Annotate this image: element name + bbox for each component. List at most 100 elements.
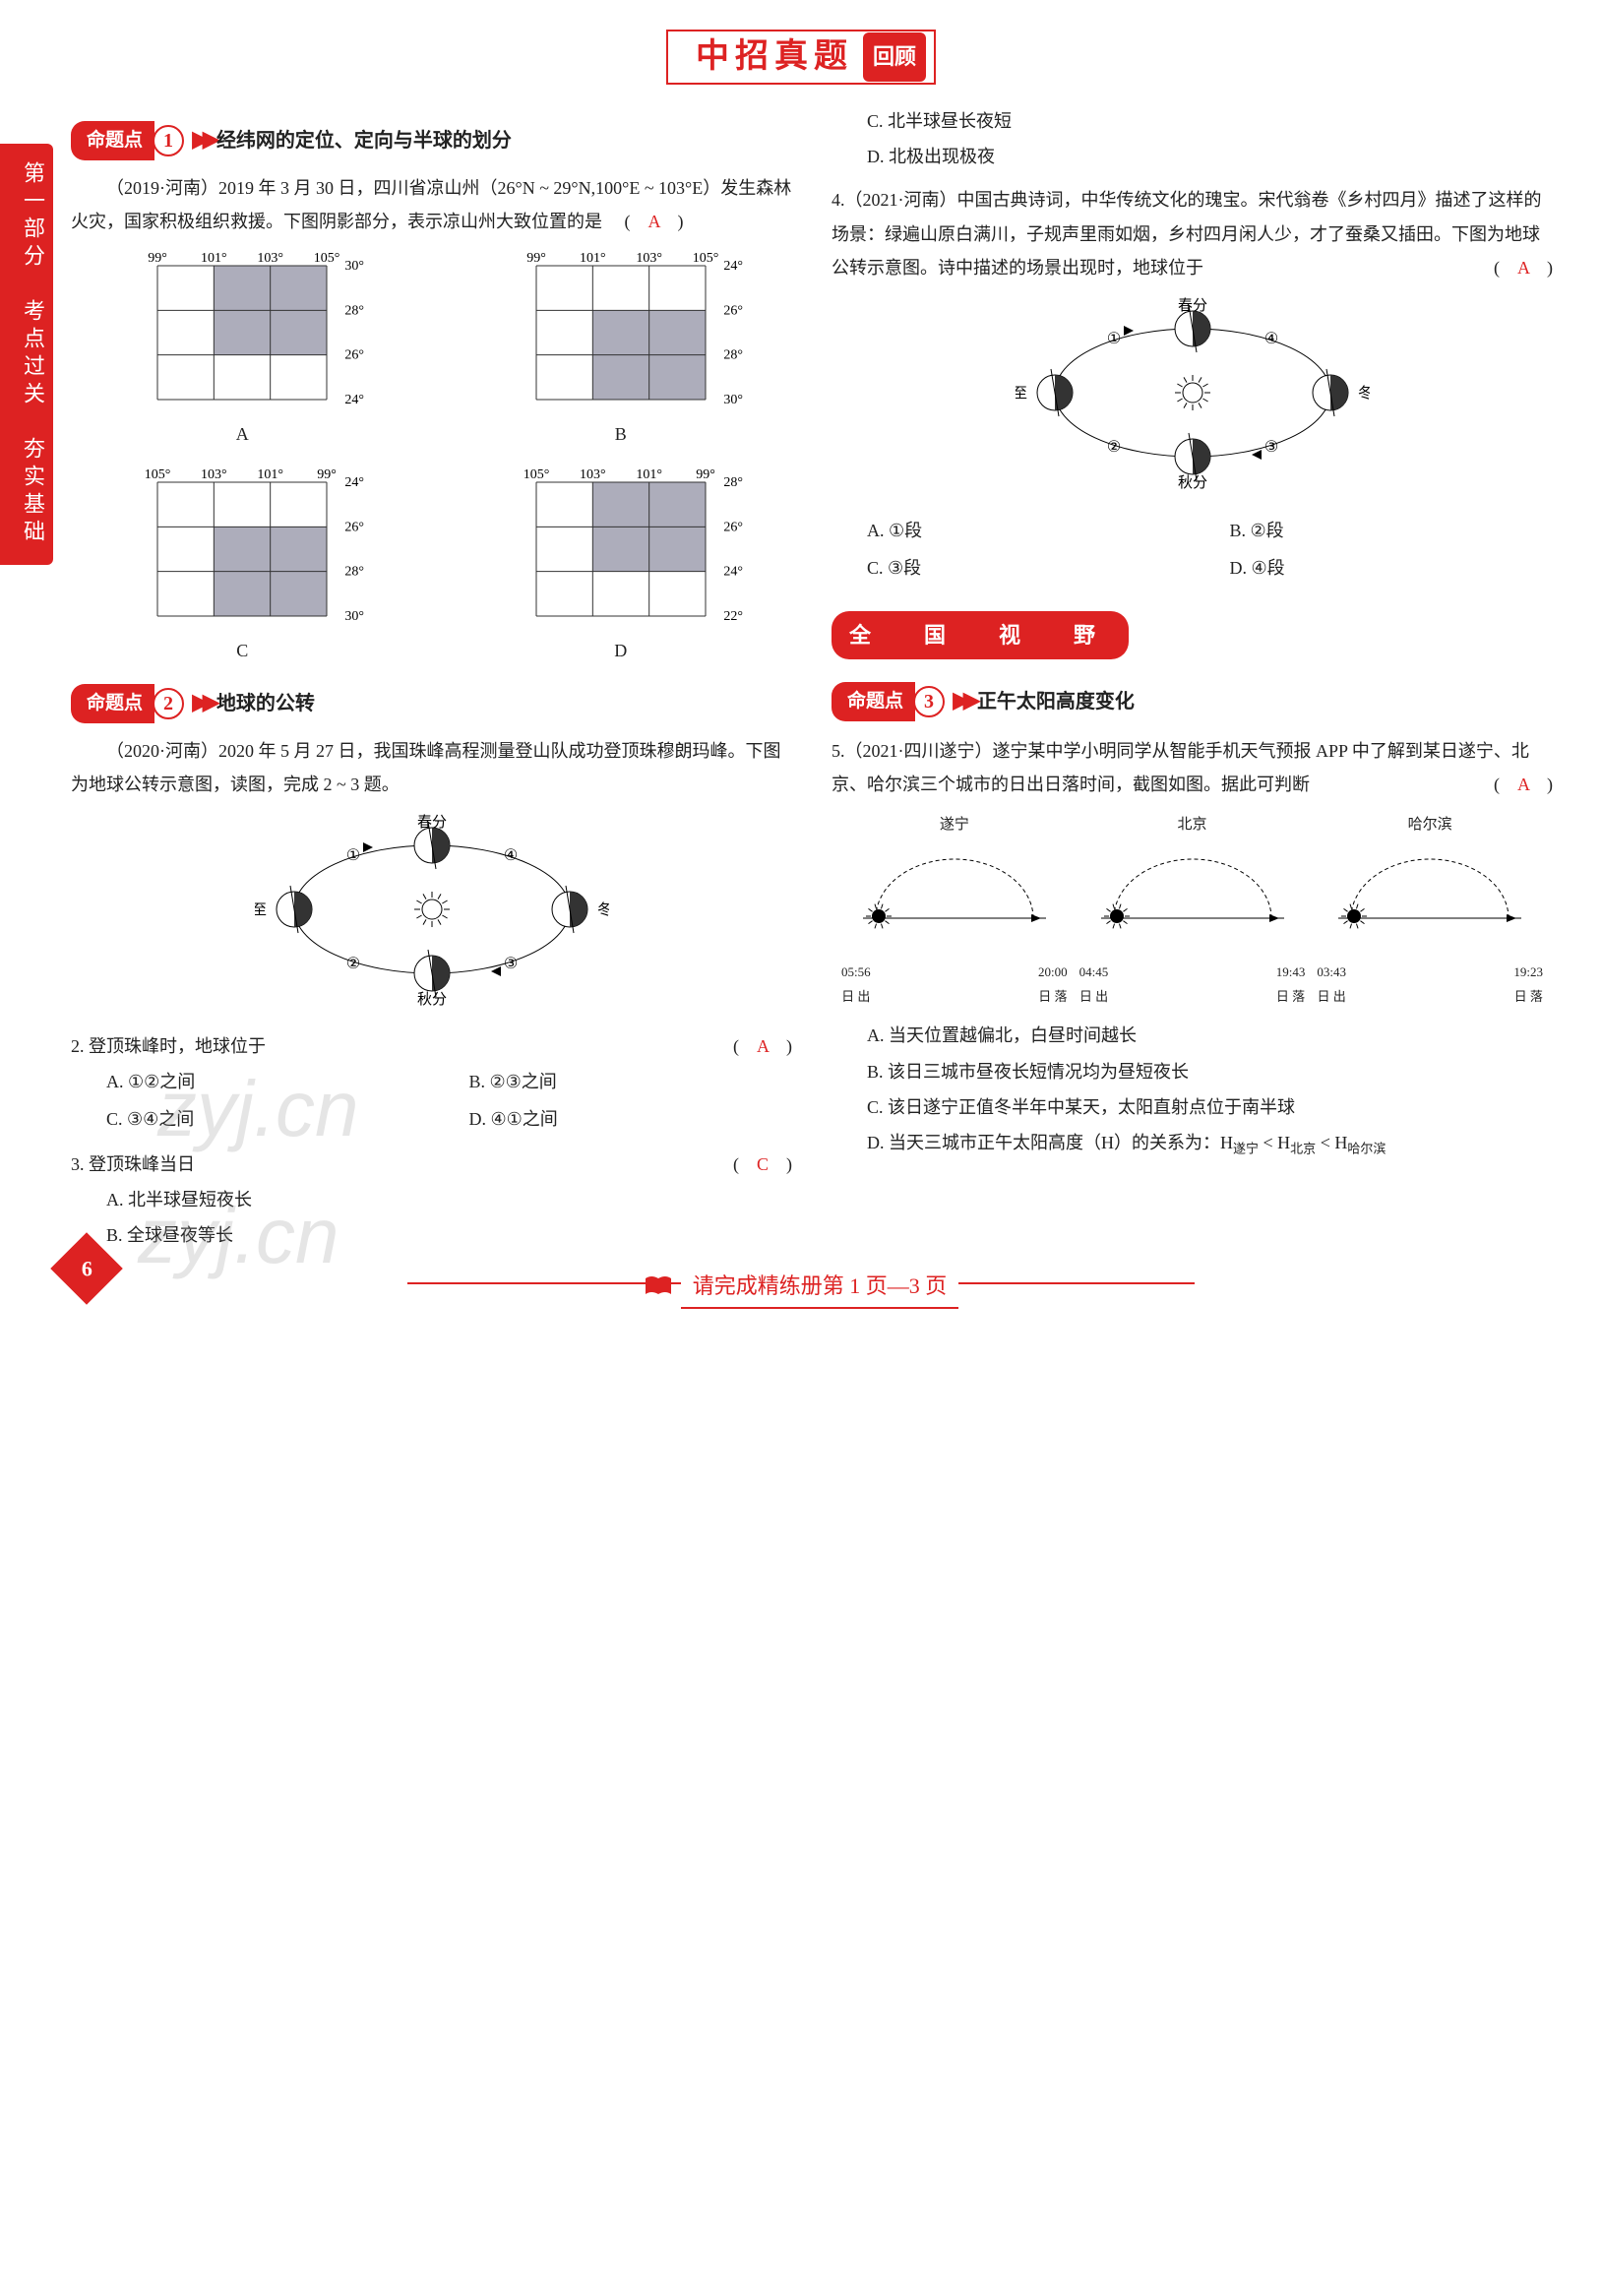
svg-text:28°: 28° (723, 348, 743, 363)
q2-answer: A (757, 1036, 769, 1056)
q4-answer: A (1517, 258, 1529, 278)
svg-text:24°: 24° (723, 565, 743, 580)
svg-text:夏至: 夏至 (1016, 386, 1027, 402)
svg-text:28°: 28° (345, 565, 365, 580)
svg-text:24°: 24° (345, 393, 365, 407)
svg-text:秋分: 秋分 (1177, 474, 1206, 491)
svg-text:冬至: 冬至 (1358, 385, 1370, 402)
book-icon (644, 1274, 673, 1296)
q3-stem: 3. 登顶珠峰当日 (71, 1148, 733, 1181)
topic-2-label: 地球的公转 (216, 685, 315, 722)
topic-num: 2 (153, 688, 184, 719)
svg-text:103°: 103° (636, 251, 662, 266)
svg-text:30°: 30° (345, 609, 365, 624)
svg-text:④: ④ (1263, 331, 1277, 347)
svg-text:99°: 99° (148, 251, 167, 266)
q5-opt-b: B. 该日三城市昼夜长短情况均为昼短夜长 (867, 1055, 1553, 1088)
suntime-哈尔滨: 哈尔滨03:43日 出19:23日 落 (1311, 811, 1549, 1009)
orbit-diagram-1: 春分冬至秋分夏至①②③④ (71, 811, 792, 1019)
q4-stem: 4.（2021·河南）中国古典诗词，中华传统文化的瑰宝。宋代翁卷《乡村四月》描述… (832, 183, 1553, 284)
suntime-遂宁: 遂宁05:56日 出20:00日 落 (835, 811, 1074, 1009)
national-band: 全 国 视 野 (832, 611, 1129, 660)
svg-text:②: ② (345, 956, 359, 972)
svg-text:冬至: 冬至 (597, 901, 609, 918)
svg-text:30°: 30° (723, 393, 743, 407)
footer-callout: 请完成精练册第 1 页—3 页 (407, 1282, 1195, 1322)
q2-opt-c: C. ③④之间 (106, 1102, 430, 1136)
topic-1-label: 经纬网的定位、定向与半球的划分 (216, 122, 512, 159)
svg-text:22°: 22° (723, 609, 743, 624)
q2-stem: 2. 登顶珠峰时，地球位于 (71, 1029, 733, 1063)
svg-text:105°: 105° (145, 467, 171, 482)
svg-text:99°: 99° (317, 467, 337, 482)
svg-text:105°: 105° (314, 251, 340, 266)
svg-text:28°: 28° (723, 475, 743, 490)
svg-text:夏至: 夏至 (255, 902, 267, 918)
svg-text:26°: 26° (345, 348, 365, 363)
q3-options-part1: A. 北半球昼短夜长 B. 全球昼夜等长 (106, 1183, 792, 1252)
svg-text:春分: 春分 (416, 814, 446, 831)
q3-opt-c: C. 北半球昼长夜短 (867, 104, 1553, 138)
grid-choice-b: 99°24°101°26°103°28°105°30°B (450, 248, 793, 451)
svg-text:99°: 99° (696, 467, 715, 482)
svg-text:①: ① (345, 847, 359, 864)
header-title: 中招真题 (696, 26, 853, 90)
q5-options: A. 当天位置越偏北，白昼时间越长 B. 该日三城市昼夜长短情况均为昼短夜长 C… (867, 1019, 1553, 1161)
topic-num: 1 (153, 125, 184, 156)
svg-text:99°: 99° (526, 251, 546, 266)
svg-text:③: ③ (1263, 439, 1277, 456)
topic-pill: 命题点 (832, 682, 915, 721)
suntimes-row: 遂宁05:56日 出20:00日 落北京04:45日 出19:43日 落哈尔滨0… (835, 811, 1549, 1009)
q4-opt-d: D. ④段 (1230, 551, 1554, 585)
q1-stem: （2019·河南）2019 年 3 月 30 日，四川省凉山州（26°N ~ 2… (71, 171, 792, 238)
q4-opt-c: C. ③段 (867, 551, 1191, 585)
svg-text:101°: 101° (258, 467, 284, 482)
q2-stem-line: 2. 登顶珠峰时，地球位于 ( A ) (71, 1029, 792, 1063)
topic-3-label: 正午太阳高度变化 (977, 683, 1135, 720)
q3-opt-b: B. 全球昼夜等长 (106, 1218, 792, 1252)
side-tab: 第一部分 考点过关 夯实基础 (0, 144, 53, 565)
q1-choice-grids: 99°30°101°28°103°26°105°24°A99°24°101°26… (71, 248, 792, 667)
svg-text:26°: 26° (723, 520, 743, 534)
svg-text:春分: 春分 (1177, 297, 1206, 314)
svg-text:101°: 101° (201, 251, 227, 266)
grid-choice-d: 105°28°103°26°101°24°99°22°D (450, 465, 793, 667)
orbit-diagram-2: 春分冬至秋分夏至①②③④ (832, 294, 1553, 502)
header-banner: 中招真题 回顾 (0, 30, 1602, 85)
topic-num: 3 (913, 686, 945, 717)
svg-text:101°: 101° (636, 467, 662, 482)
topic-2-intro: （2020·河南）2020 年 5 月 27 日，我国珠峰高程测量登山队成功登顶… (71, 734, 792, 801)
svg-text:秋分: 秋分 (416, 991, 446, 1008)
q1-answer: A (648, 212, 660, 231)
svg-text:105°: 105° (692, 251, 718, 266)
q3-opt-d: D. 北极出现极夜 (867, 140, 1553, 173)
q3-answer: C (757, 1154, 769, 1174)
svg-text:103°: 103° (258, 251, 284, 266)
q4-opt-b: B. ②段 (1230, 514, 1554, 547)
q5-stem: 5.（2021·四川遂宁）遂宁某中学小明同学从智能手机天气预报 APP 中了解到… (832, 734, 1553, 801)
svg-text:④: ④ (503, 847, 517, 864)
svg-text:105°: 105° (523, 467, 549, 482)
arrow-icon: ▶▶ (192, 118, 213, 163)
topic-2-heading: 命题点 2 ▶▶ 地球的公转 (71, 681, 792, 726)
topic-pill: 命题点 (71, 684, 154, 723)
q2-opt-a: A. ①②之间 (106, 1065, 430, 1098)
grid-choice-a: 99°30°101°28°103°26°105°24°A (71, 248, 414, 451)
header-badge: 回顾 (863, 32, 926, 82)
q5-opt-d: D. 当天三城市正午太阳高度（H）的关系为：H遂宁 < H北京 < H哈尔滨 (867, 1126, 1553, 1161)
q5-answer: A (1517, 775, 1529, 794)
q3-options-part2: C. 北半球昼长夜短 D. 北极出现极夜 (867, 104, 1553, 173)
svg-text:28°: 28° (345, 303, 365, 318)
q5-opt-a: A. 当天位置越偏北，白昼时间越长 (867, 1019, 1553, 1052)
arrow-icon: ▶▶ (953, 679, 973, 724)
topic-pill: 命题点 (71, 121, 154, 160)
topic-3-heading: 命题点 3 ▶▶ 正午太阳高度变化 (832, 679, 1553, 724)
q5-opt-c: C. 该日遂宁正值冬半年中某天，太阳直射点位于南半球 (867, 1090, 1553, 1124)
svg-text:24°: 24° (345, 475, 365, 490)
svg-text:101°: 101° (580, 251, 606, 266)
grid-choice-c: 105°24°103°26°101°28°99°30°C (71, 465, 414, 667)
svg-text:103°: 103° (201, 467, 227, 482)
q4-opt-a: A. ①段 (867, 514, 1191, 547)
topic-1-heading: 命题点 1 ▶▶ 经纬网的定位、定向与半球的划分 (71, 118, 792, 163)
svg-text:②: ② (1106, 439, 1120, 456)
